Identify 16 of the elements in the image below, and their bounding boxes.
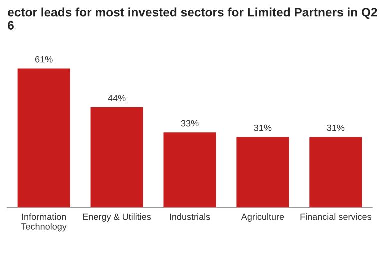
bar — [164, 132, 216, 208]
x-tick-label: Energy & Utilities — [83, 214, 152, 222]
x-tick-label: Industrials — [170, 214, 210, 220]
x-tick-label: Financial services — [300, 214, 372, 220]
x-tick-label: Information Technology — [21, 214, 67, 232]
data-label: 61% — [36, 56, 53, 63]
x-tick-label: Agriculture — [241, 214, 284, 222]
data-label: 31% — [327, 124, 345, 132]
data-label: 33% — [181, 120, 199, 127]
chart-title: ector leads for most invested sectors for Limited Partners in Q2 6 — [8, 8, 378, 30]
bar — [90, 108, 144, 208]
data-label: 44% — [108, 95, 126, 102]
bar — [18, 68, 70, 208]
bar — [310, 137, 362, 208]
data-label: 31% — [254, 124, 272, 132]
bar — [236, 137, 290, 208]
